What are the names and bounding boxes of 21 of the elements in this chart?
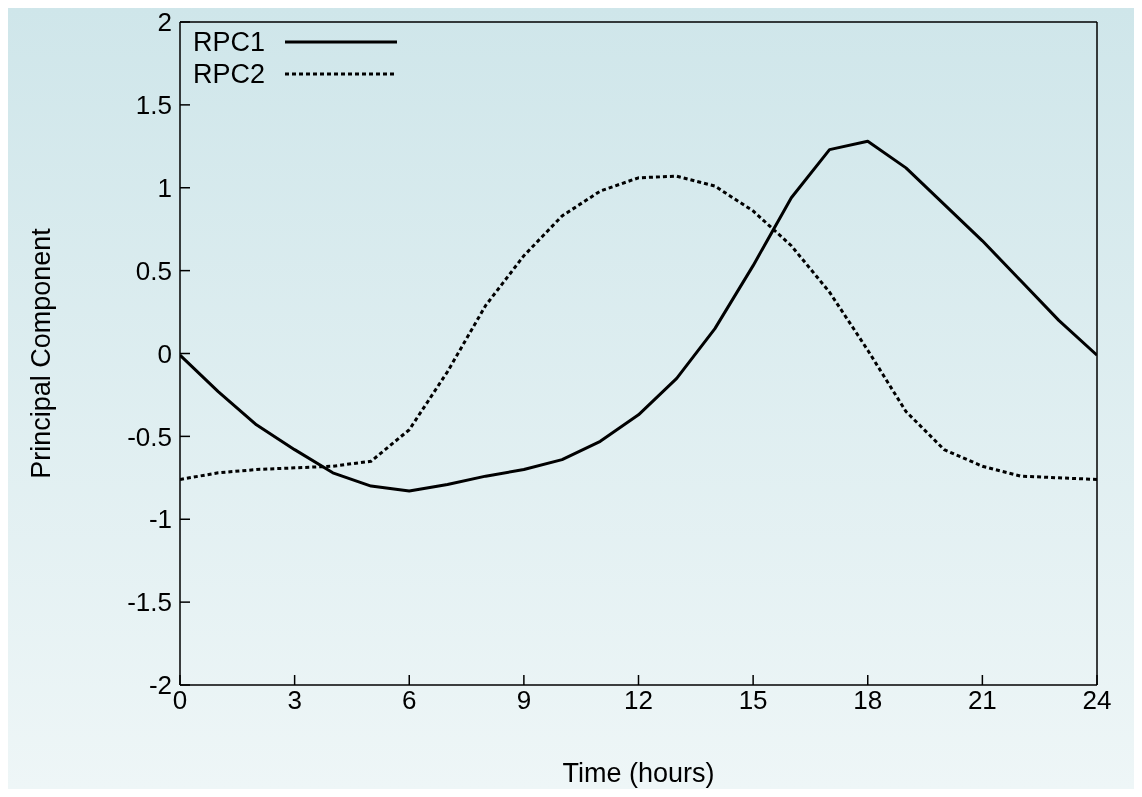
y-tick-label: 1.5: [135, 90, 172, 121]
y-tick-label: 0.5: [135, 255, 172, 286]
x-tick-label: 9: [516, 685, 532, 716]
x-tick-label: 3: [287, 685, 302, 716]
y-tick-label: 1: [157, 172, 172, 203]
y-tick-label: -1: [148, 504, 172, 535]
x-tick-label: 12: [624, 685, 653, 716]
y-tick-label: -0.5: [127, 421, 172, 452]
y-tick-label: 0: [157, 338, 172, 369]
y-tick-label: -1.5: [127, 587, 172, 618]
legend-label: RPC1: [193, 26, 267, 58]
x-axis-title: Time (hours): [562, 758, 715, 789]
y-axis-title: Principal Component: [25, 227, 56, 479]
y-tick-label: 2: [157, 7, 172, 38]
x-tick-label: 6: [402, 685, 417, 716]
x-tick-label: 18: [853, 685, 883, 716]
x-tick-label: 21: [967, 685, 997, 716]
y-tick-label: -2: [148, 670, 172, 701]
x-tick-label: 24: [1082, 685, 1112, 716]
x-tick-label: 15: [738, 685, 768, 716]
legend-label: RPC2: [193, 58, 267, 90]
